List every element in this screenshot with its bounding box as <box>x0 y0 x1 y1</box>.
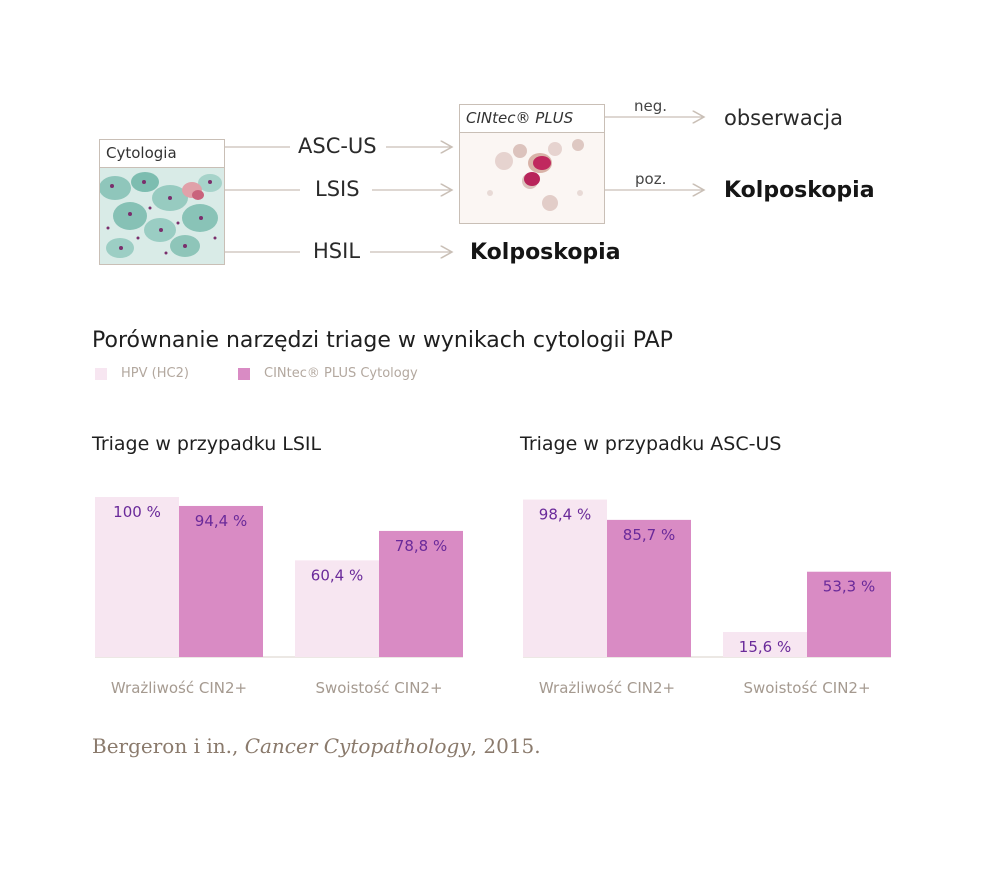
legend-cintec-swatch <box>238 367 250 380</box>
legend-cintec-label: CINtec® PLUS Cytology <box>264 366 418 381</box>
bar-1-1-1 <box>807 571 891 657</box>
branch-hsil: HSIL <box>313 239 361 263</box>
citation-journal: Cancer Cytopathology <box>244 734 471 758</box>
value-label-0-1-1: 78,8 % <box>395 537 447 555</box>
branch-asc-us: ASC-US <box>298 134 377 158</box>
legend-hpv: HPV (HC2) <box>95 366 189 381</box>
bar-0-0-0 <box>95 497 179 657</box>
value-label-0-1-0: 60,4 % <box>311 566 363 584</box>
bar-0-1-1 <box>379 530 463 657</box>
panel-title-lsil: Triage w przypadku LSIL <box>92 433 322 455</box>
pos-outcome: Kolposkopia <box>724 178 875 203</box>
panel-title-ascus: Triage w przypadku ASC-US <box>520 433 782 455</box>
neg-label: neg. <box>634 97 668 115</box>
neg-outcome: obserwacja <box>724 106 843 130</box>
cytology-micrograph <box>100 168 224 264</box>
value-label-0-0-0: 100 % <box>113 503 161 521</box>
bar-charts: 100 % 94,4 % Wrażliwość CIN2+ 60,4 % 78,8 % S… <box>95 497 891 697</box>
citation: Bergeron i in., Cancer Cytopathology, 20… <box>92 734 541 758</box>
legend-hpv-swatch <box>95 367 107 380</box>
bar-0-0-1 <box>179 505 263 657</box>
cintec-box-title: CINtec® PLUS <box>460 105 604 133</box>
cytology-box: Cytologia <box>99 139 225 265</box>
citation-year: , 2015. <box>470 734 541 758</box>
category-label-1-0: Wrażliwość CIN2+ <box>539 679 675 697</box>
cintec-micrograph <box>460 133 604 223</box>
value-label-0-0-1: 94,4 % <box>195 512 247 530</box>
value-label-1-0-1: 85,7 % <box>623 526 675 544</box>
cintec-box: CINtec® PLUS <box>459 104 605 224</box>
citation-authors: Bergeron i in., <box>92 734 239 758</box>
category-label-0-0: Wrażliwość CIN2+ <box>111 679 247 697</box>
bar-1-1-0 <box>723 632 807 657</box>
legend-cintec: CINtec® PLUS Cytology <box>238 366 418 381</box>
chart-main-title: Porównanie narzędzi triage w wynikach cy… <box>92 328 673 353</box>
category-label-0-1: Swoistość CIN2+ <box>315 679 442 697</box>
bar-1-0-1 <box>607 519 691 657</box>
bar-0-1-0 <box>295 560 379 657</box>
legend-hpv-label: HPV (HC2) <box>121 366 189 381</box>
value-label-1-0-0: 98,4 % <box>539 506 591 524</box>
pos-label: poz. <box>635 170 667 188</box>
value-label-1-1-1: 53,3 % <box>823 578 875 596</box>
hsil-outcome: Kolposkopia <box>470 240 621 265</box>
value-label-1-1-0: 15,6 % <box>739 638 791 656</box>
category-label-1-1: Swoistość CIN2+ <box>743 679 870 697</box>
branch-lsis: LSIS <box>315 177 360 201</box>
cytology-box-title: Cytologia <box>100 140 224 168</box>
bar-1-0-0 <box>523 499 607 657</box>
flow-connectors <box>223 0 1000 300</box>
